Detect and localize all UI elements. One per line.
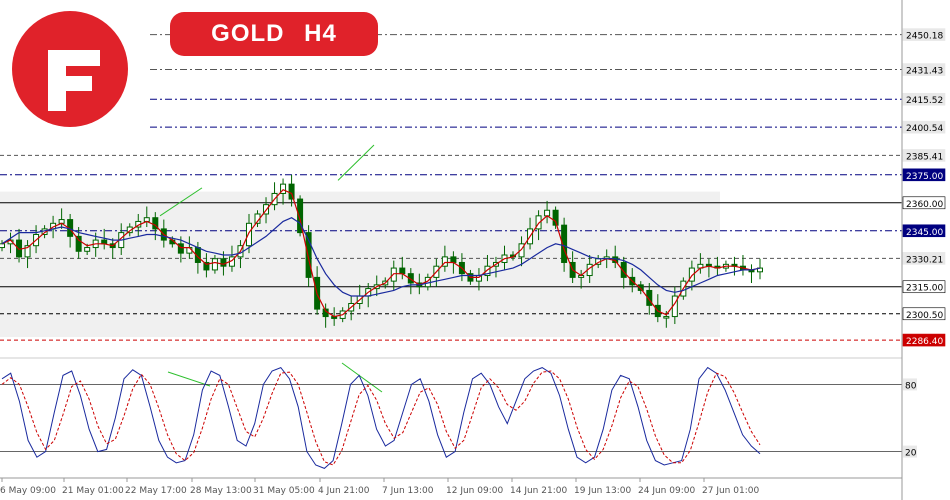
price-label: 2400.54	[906, 124, 943, 134]
time-label: 28 May 13:00	[190, 486, 252, 496]
highlight-band	[0, 191, 720, 338]
time-axis: 6 May 09:00 21 May 01:00 22 May 17:00 28 Ma…	[0, 477, 902, 496]
ma-slow-line	[1, 217, 761, 297]
candle-body	[637, 284, 644, 291]
time-label: 6 May 09:00	[0, 486, 56, 496]
time-label: 31 May 05:00	[253, 486, 315, 496]
time-label: 14 Jun 21:00	[510, 486, 567, 496]
price-tag	[902, 307, 946, 321]
price-tag	[902, 28, 946, 41]
price-label: 2315.00	[906, 284, 943, 294]
candle-body	[24, 245, 31, 258]
trend-line	[167, 371, 211, 387]
candle-body	[245, 222, 252, 247]
oscillator-level-tag	[903, 378, 917, 391]
time-label: 21 May 01:00	[62, 486, 124, 496]
candle-body	[75, 235, 82, 252]
candle-body	[441, 256, 448, 267]
price-label: 2300.50	[906, 311, 943, 321]
candle-body	[620, 261, 627, 278]
candle-body	[220, 258, 227, 267]
trend-annotations	[159, 144, 383, 393]
candle-body	[484, 265, 491, 277]
candle-body	[177, 243, 184, 254]
candle-body	[450, 256, 457, 263]
candle-body	[288, 183, 295, 200]
moving-averages	[1, 188, 761, 318]
price-tag	[902, 92, 946, 106]
candle-body	[305, 232, 312, 278]
candle-body	[646, 289, 653, 306]
candle-body	[535, 215, 542, 230]
oscillator-panel: 80 20	[0, 357, 917, 469]
price-label: 2450.18	[906, 32, 943, 42]
time-label: 7 Jun 13:00	[382, 486, 434, 496]
candle-body	[757, 267, 763, 273]
stoch-d-line	[1, 370, 761, 466]
candle-body	[152, 217, 159, 230]
candle-body	[84, 247, 91, 252]
time-label: 19 Jun 13:00	[574, 486, 631, 496]
candle-body	[663, 316, 670, 319]
trend-line	[341, 362, 383, 393]
oscillator-level-label: 20	[905, 449, 917, 459]
candle-body	[297, 198, 304, 234]
trend-line	[337, 144, 375, 181]
candle-body	[280, 183, 287, 194]
price-label: 2375.00	[906, 172, 943, 182]
time-label: 24 Jun 09:00	[638, 486, 695, 496]
time-label: 27 Jun 01:00	[702, 486, 759, 496]
price-label: 2286.40	[906, 337, 943, 347]
candle-body	[518, 243, 525, 258]
price-label: 2345.00	[906, 228, 943, 238]
oscillator-level-tag	[903, 445, 917, 458]
trend-line	[159, 187, 203, 217]
candle-body	[0, 243, 5, 249]
range-band	[0, 191, 720, 338]
price-axis-labels: 2450.18 2431.43 2415.52 2400.54 2385.41 2375.…	[901, 0, 946, 500]
brand-logo-icon	[10, 10, 132, 128]
price-tag	[902, 168, 946, 182]
candle-body	[552, 209, 559, 226]
candle-body	[211, 258, 218, 271]
price-label: 2415.52	[906, 96, 943, 106]
price-tag	[902, 120, 946, 134]
price-tag	[902, 149, 946, 162]
price-tag	[902, 280, 946, 294]
time-label: 22 May 17:00	[125, 486, 187, 496]
oscillator-level-label: 80	[905, 381, 917, 391]
price-label: 2385.41	[906, 152, 943, 162]
candle-body	[561, 224, 568, 263]
price-label: 2330.21	[906, 255, 943, 265]
time-label: 12 Jun 09:00	[446, 486, 503, 496]
candle-body	[688, 267, 695, 282]
price-tag	[902, 224, 946, 238]
price-tag	[902, 252, 946, 265]
price-tag	[902, 196, 946, 210]
stoch-k-line	[1, 366, 761, 469]
price-label: 2360.00	[906, 200, 943, 210]
price-tag	[902, 333, 946, 347]
ma-fast-line	[1, 188, 761, 318]
price-tag	[902, 63, 946, 76]
candle-body	[203, 261, 210, 271]
time-label: 4 Jun 21:00	[318, 486, 370, 496]
candle-body	[544, 209, 551, 217]
candle-body	[399, 267, 406, 275]
price-label: 2431.43	[906, 67, 943, 77]
instrument-badge: GOLD H4	[170, 12, 378, 56]
